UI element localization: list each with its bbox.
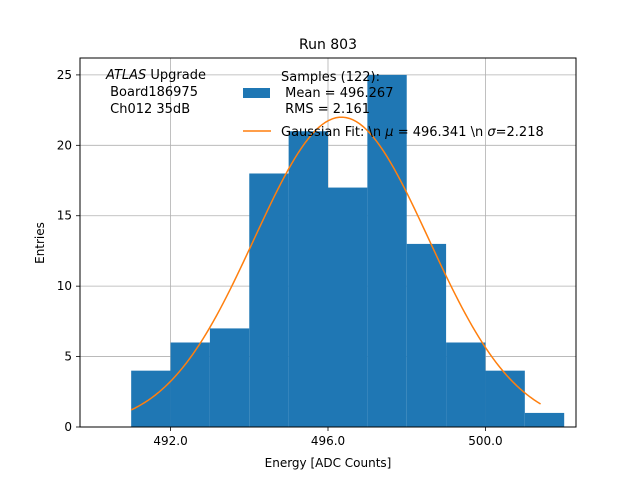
y-axis-label: Entries xyxy=(33,222,47,264)
x-tick-label: 492.0 xyxy=(153,434,187,448)
histogram-bar xyxy=(249,173,289,427)
y-tick-label: 5 xyxy=(64,350,72,364)
histogram-bar xyxy=(524,412,565,427)
y-tick-label: 15 xyxy=(57,209,72,223)
gaussian-fit xyxy=(130,116,541,411)
legend-fit-part: =2.218 xyxy=(496,125,544,140)
histogram-bars xyxy=(131,74,565,428)
legend-fit-part: σ xyxy=(487,125,496,140)
x-axis-ticks: 492.0 496.0 500.0 xyxy=(153,427,503,448)
y-axis-ticks: 0 5 10 15 20 25 xyxy=(57,68,80,434)
legend-fit-part: Gaussian Fit: \n xyxy=(281,125,385,140)
y-tick-label: 0 xyxy=(64,420,72,434)
legend-samples-swatch xyxy=(243,88,270,98)
legend-samples-line: Samples (122): xyxy=(281,70,380,85)
x-tick-label: 496.0 xyxy=(311,434,345,448)
legend-fit-part: = 496.341 \n xyxy=(394,125,488,140)
histogram-bar xyxy=(485,370,525,427)
histogram-bar xyxy=(170,342,210,427)
annotation-line-1: ATLAS Upgrade xyxy=(105,68,206,83)
legend-samples-line: RMS = 2.161 xyxy=(281,102,370,117)
annotation-channel: Ch012 35dB xyxy=(106,102,190,117)
legend-fit-part: μ xyxy=(384,125,393,140)
histogram-bar xyxy=(288,131,328,428)
y-tick-label: 10 xyxy=(57,279,72,293)
legend-samples-line: Mean = 496.267 xyxy=(281,86,393,101)
annotation-upgrade: Upgrade xyxy=(146,68,206,83)
annotation-board: Board186975 xyxy=(106,85,198,100)
histogram-bar xyxy=(406,243,447,427)
x-axis-label: Energy [ADC Counts] xyxy=(265,456,392,470)
annotation-atlas: ATLAS xyxy=(105,68,146,83)
y-tick-label: 25 xyxy=(57,68,72,82)
legend: Samples (122): Mean = 496.267 RMS = 2.16… xyxy=(243,70,544,140)
histogram-bar xyxy=(328,187,368,427)
legend-fit-label: Gaussian Fit: \n μ = 496.341 \n σ=2.218 xyxy=(281,125,544,140)
histogram-bar xyxy=(446,342,486,427)
histogram-bar xyxy=(367,74,407,428)
gaussian-fit-curve xyxy=(130,116,541,411)
chart-title: Run 803 xyxy=(299,37,357,53)
legend-samples-label: Samples (122): Mean = 496.267 RMS = 2.16… xyxy=(281,70,393,117)
y-tick-label: 20 xyxy=(57,138,72,152)
atlas-annotation: ATLAS Upgrade Board186975 Ch012 35dB xyxy=(105,68,206,117)
x-tick-label: 500.0 xyxy=(468,434,502,448)
histogram-bar xyxy=(209,328,250,427)
